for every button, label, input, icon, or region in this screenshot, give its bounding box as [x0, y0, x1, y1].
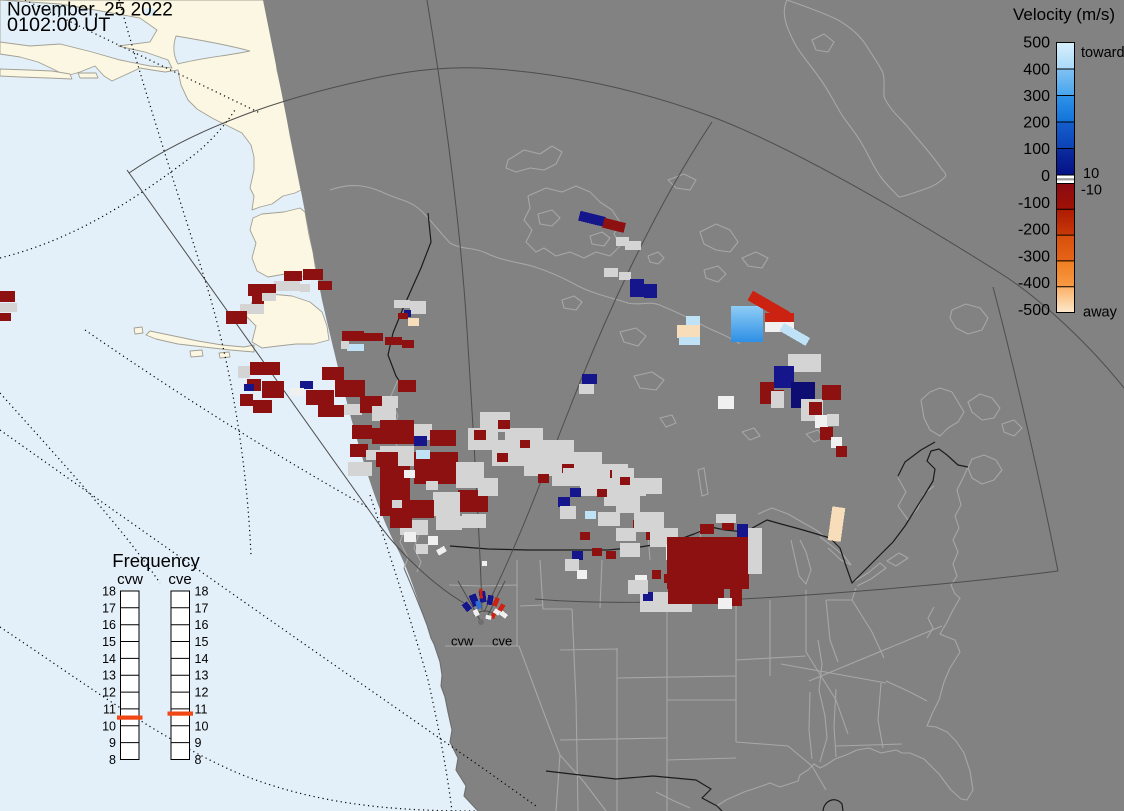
svg-text:11: 11	[195, 702, 208, 716]
svg-text:15: 15	[195, 635, 209, 649]
svg-text:18: 18	[195, 585, 209, 599]
svg-text:14: 14	[102, 652, 116, 666]
svg-text:12: 12	[102, 686, 116, 700]
svg-text:100: 100	[1023, 141, 1050, 158]
svg-text:17: 17	[102, 601, 116, 615]
svg-text:9: 9	[195, 736, 202, 750]
svg-text:9: 9	[109, 736, 116, 750]
svg-text:10: 10	[102, 719, 116, 733]
svg-text:cvw: cvw	[117, 571, 143, 588]
svg-text:16: 16	[102, 618, 116, 632]
svg-text:18: 18	[102, 585, 116, 599]
svg-text:-200: -200	[1018, 222, 1050, 239]
svg-text:13: 13	[102, 669, 116, 683]
svg-text:cvw: cvw	[451, 634, 474, 649]
svg-text:Velocity (m/s): Velocity (m/s)	[1013, 5, 1115, 24]
svg-text:-500: -500	[1018, 302, 1050, 319]
svg-text:8: 8	[109, 753, 116, 767]
svg-text:10: 10	[1083, 166, 1099, 182]
svg-text:400: 400	[1023, 62, 1050, 79]
svg-text:16: 16	[195, 618, 209, 632]
svg-text:0102:00 UT: 0102:00 UT	[7, 14, 110, 36]
svg-text:-100: -100	[1018, 195, 1050, 212]
svg-text:cve: cve	[168, 571, 191, 588]
svg-text:12: 12	[195, 686, 209, 700]
svg-text:away: away	[1083, 305, 1118, 321]
svg-text:500: 500	[1023, 35, 1050, 52]
svg-text:Frequency: Frequency	[112, 550, 200, 571]
svg-text:-10: -10	[1081, 183, 1102, 199]
svg-text:300: 300	[1023, 88, 1050, 105]
svg-text:11: 11	[103, 702, 116, 716]
svg-text:8: 8	[195, 753, 202, 767]
svg-text:0: 0	[1041, 168, 1050, 185]
svg-text:200: 200	[1023, 115, 1050, 132]
svg-text:-300: -300	[1018, 248, 1050, 265]
svg-text:13: 13	[195, 669, 209, 683]
svg-text:15: 15	[102, 635, 116, 649]
svg-text:cve: cve	[492, 634, 512, 649]
svg-text:17: 17	[195, 601, 209, 615]
svg-text:14: 14	[195, 652, 209, 666]
svg-text:toward: toward	[1081, 45, 1124, 61]
svg-text:November, 25 2022: November, 25 2022	[7, 0, 173, 21]
svg-text:10: 10	[195, 719, 209, 733]
svg-text:-400: -400	[1018, 275, 1050, 292]
